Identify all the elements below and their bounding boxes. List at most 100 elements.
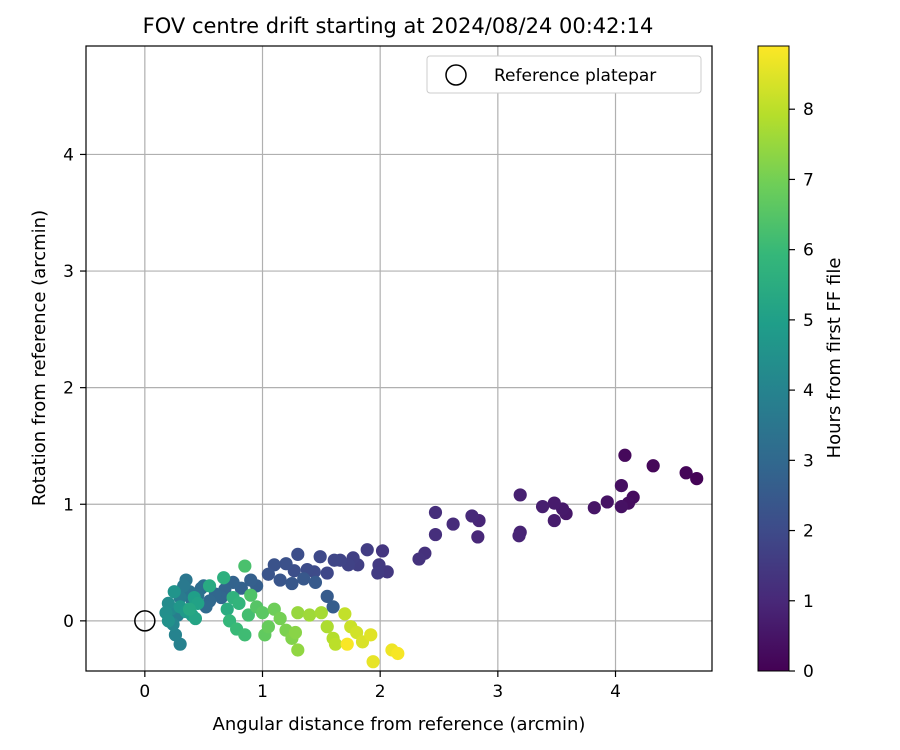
x-tick-label: 2 (375, 682, 386, 702)
colorbar-tick-label: 1 (803, 592, 814, 612)
data-point (428, 505, 443, 520)
legend-box (426, 55, 702, 94)
y-tick-label: 3 (63, 262, 74, 282)
legend-marker (445, 64, 467, 86)
data-point (690, 472, 704, 486)
data-point (646, 459, 660, 473)
reference-platepar-marker (134, 610, 156, 632)
colorbar-gradient (757, 45, 790, 672)
data-point (600, 495, 614, 509)
data-points (159, 448, 704, 669)
data-point (535, 499, 550, 514)
data-point (547, 513, 561, 528)
data-point (371, 566, 385, 580)
data-point (238, 628, 252, 642)
data-point (291, 547, 305, 561)
data-point (232, 596, 246, 610)
colorbar-tick-label: 2 (803, 522, 814, 542)
data-point (326, 600, 340, 614)
x-tick-label: 0 (139, 682, 150, 702)
x-tick-label: 1 (257, 682, 268, 702)
colorbar-tick-label: 3 (803, 451, 814, 471)
data-point (375, 544, 390, 558)
data-point (338, 607, 352, 621)
chart-title: FOV centre drift starting at 2024/08/24 … (143, 14, 654, 38)
data-point (313, 550, 327, 564)
data-point (314, 606, 328, 620)
colorbar-tick-label: 7 (803, 170, 814, 190)
y-tick-label: 2 (63, 379, 74, 399)
data-point (679, 466, 693, 480)
y-axis-ticks: 0 1 2 3 4 (63, 145, 86, 632)
data-point (220, 602, 234, 616)
data-point (273, 611, 287, 626)
data-point (360, 543, 374, 557)
data-point (217, 571, 231, 585)
x-tick-label: 3 (492, 682, 503, 702)
colorbar-tick-label: 6 (803, 241, 814, 261)
data-point (614, 478, 628, 493)
x-axis-label: Angular distance from reference (arcmin) (213, 714, 586, 735)
data-point (297, 572, 311, 586)
data-point (308, 575, 323, 589)
data-point (412, 552, 426, 566)
data-point (327, 553, 341, 567)
data-point (366, 655, 380, 669)
y-tick-label: 1 (63, 495, 74, 515)
y-axis-label: Rotation from reference (arcmin) (29, 210, 50, 506)
data-point (167, 585, 181, 599)
data-point (285, 576, 299, 591)
data-point (261, 567, 275, 581)
data-point (471, 530, 485, 544)
data-point (168, 628, 183, 642)
data-point (340, 637, 354, 651)
colorbar: 0 1 2 3 4 5 6 7 8 Hours from first FF file (757, 45, 845, 682)
data-point (513, 488, 527, 502)
data-point (428, 527, 443, 542)
data-point (302, 608, 317, 622)
colorbar-tick-label: 0 (803, 662, 814, 682)
data-point (391, 646, 405, 661)
colorbar-label: Hours from first FF file (824, 258, 845, 459)
data-point (291, 643, 305, 657)
data-point (255, 606, 270, 620)
data-point (261, 620, 275, 634)
data-point (364, 628, 378, 642)
y-tick-label: 4 (63, 145, 74, 165)
legend: Reference platepar (426, 55, 702, 94)
data-point (618, 448, 632, 462)
plot-frame (85, 45, 713, 672)
data-point (587, 501, 601, 515)
x-axis-ticks: 0 1 2 3 4 (139, 671, 621, 702)
data-point (244, 588, 258, 602)
data-point (465, 509, 479, 523)
data-point (244, 573, 258, 587)
data-point (320, 566, 334, 580)
colorbar-ticks: 0 1 2 3 4 5 6 7 8 (789, 100, 814, 682)
data-point (238, 559, 252, 573)
legend-label: Reference platepar (494, 66, 656, 86)
data-point (614, 499, 628, 514)
data-point (177, 579, 191, 593)
data-point (512, 529, 526, 543)
data-point (328, 637, 343, 651)
reference-marker (134, 610, 156, 632)
data-point (161, 614, 175, 628)
data-point (273, 573, 287, 587)
y-tick-label: 0 (63, 612, 74, 632)
colorbar-tick-label: 4 (803, 381, 814, 401)
data-point (202, 579, 217, 593)
colorbar-tick-label: 8 (803, 100, 814, 120)
data-point (241, 608, 255, 622)
data-point (291, 606, 305, 620)
data-point (320, 589, 334, 603)
x-tick-label: 4 (610, 682, 621, 702)
data-point (320, 620, 334, 634)
data-point (446, 517, 460, 531)
data-point (182, 602, 197, 616)
data-point (288, 625, 303, 640)
data-point (547, 496, 561, 510)
data-point (279, 557, 293, 571)
